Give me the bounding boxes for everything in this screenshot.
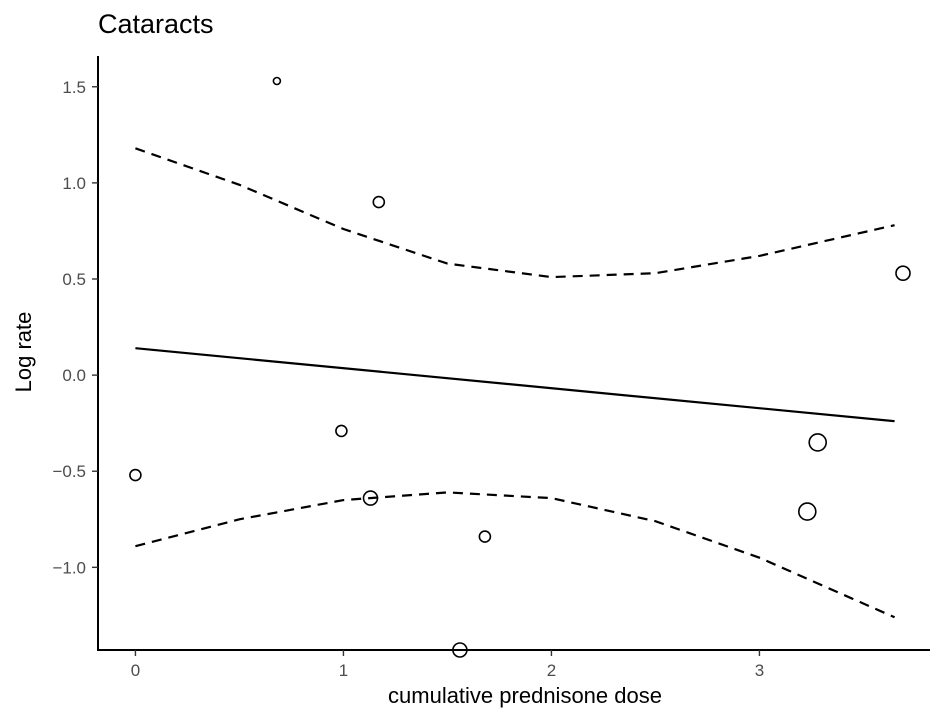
x-tick-label: 0 [131,661,140,680]
y-tick-label: 1.0 [62,174,86,193]
plot-area [129,76,911,658]
y-tick-label: −1.0 [52,558,86,577]
x-axis-title: cumulative prednisone dose [388,683,662,708]
regression-line [135,347,895,423]
x-tick-label: 3 [755,661,764,680]
y-tick-label: 0.5 [62,270,86,289]
lower-confidence-band [135,491,896,619]
data-point-6 [129,468,142,482]
y-tick-label: 1.5 [62,78,86,97]
data-point-8 [797,502,817,521]
y-axis-title: Log rate [11,312,36,393]
data-point-1 [272,76,282,86]
data-point-2 [372,195,386,209]
data-point-9 [478,530,492,543]
chart-title: Cataracts [98,9,214,39]
y-tick-label: −0.5 [52,462,86,481]
x-tick-label: 2 [547,661,556,680]
y-axis-ticks: −1.0 −0.5 0.0 0.5 1.0 1.5 [52,78,98,577]
data-point-4 [335,424,348,438]
x-tick-label: 1 [339,661,348,680]
data-point-7 [362,490,379,506]
data-point-5 [808,433,828,452]
x-axis-ticks: 0 1 2 3 [131,650,764,680]
data-point-3 [895,265,911,282]
upper-confidence-band [135,147,895,279]
y-tick-label: 0.0 [62,366,86,385]
